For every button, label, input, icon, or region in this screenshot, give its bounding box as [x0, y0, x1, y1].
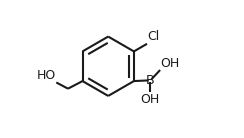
Text: HO: HO	[36, 69, 56, 82]
Text: OH: OH	[140, 93, 159, 106]
Text: Cl: Cl	[148, 30, 160, 43]
Text: OH: OH	[161, 57, 180, 70]
Text: B: B	[145, 74, 154, 87]
